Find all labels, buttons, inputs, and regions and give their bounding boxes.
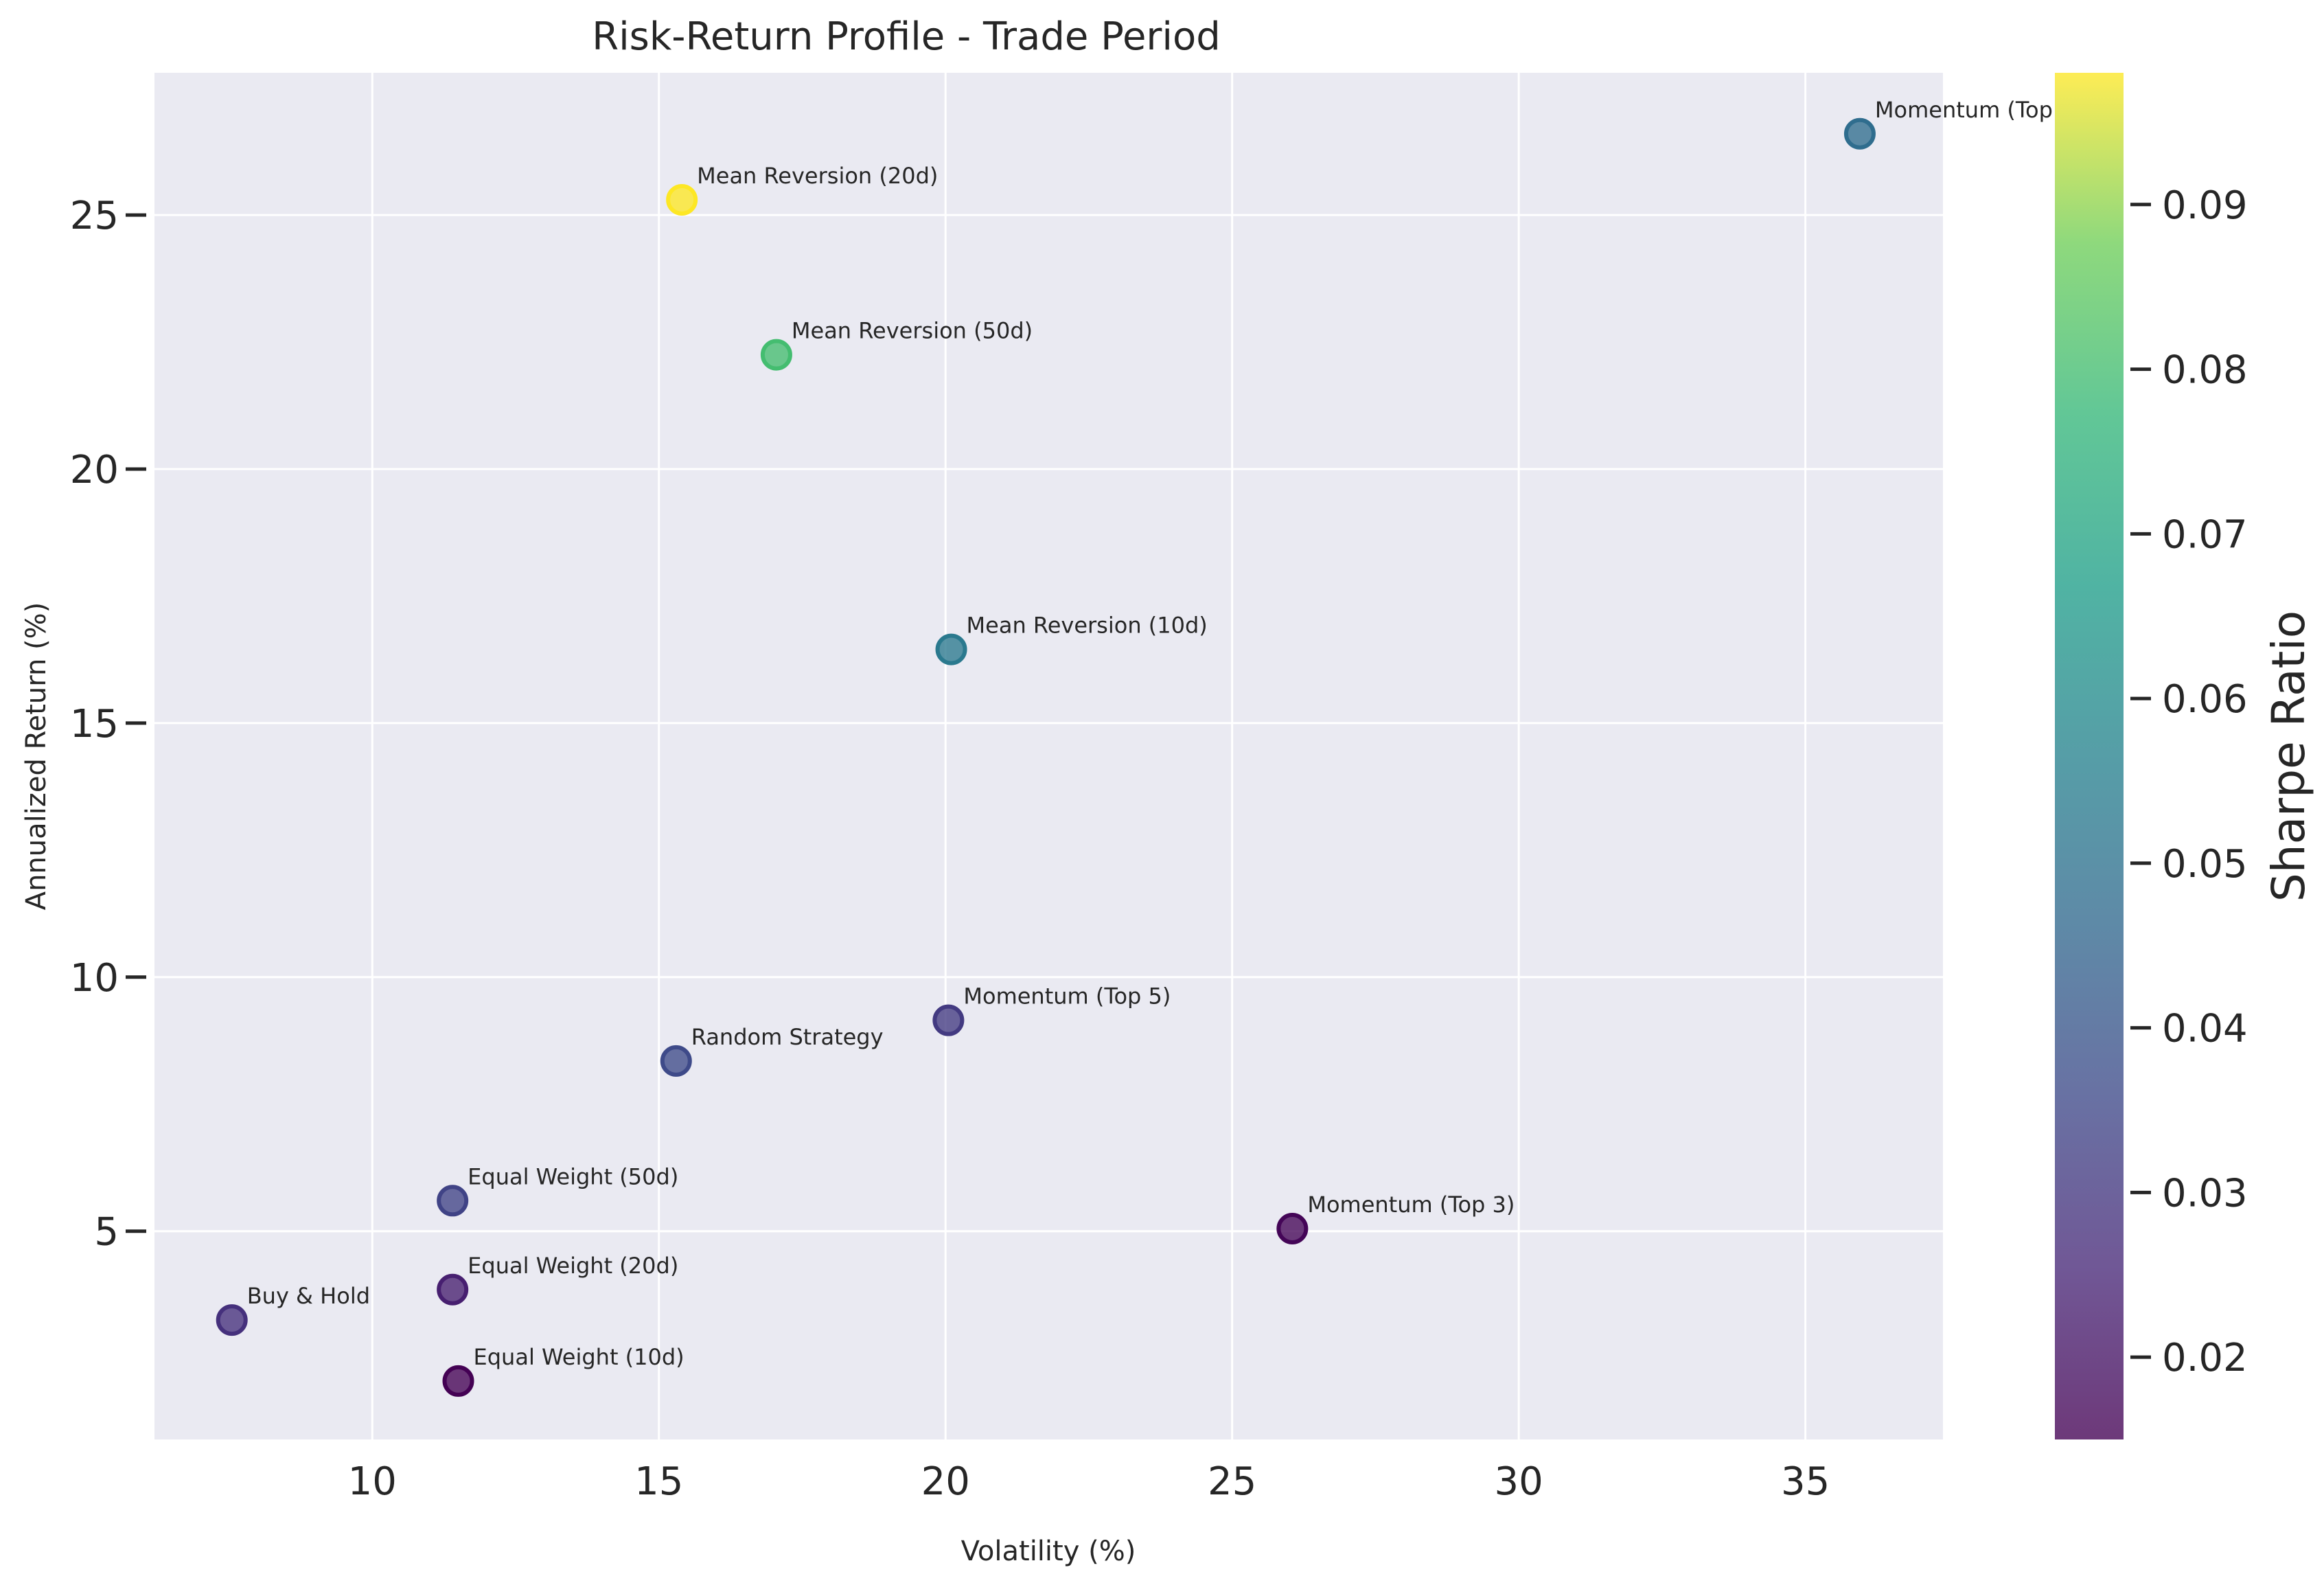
data-point [760, 339, 792, 371]
x-axis-ticks: 10 15 20 25 30 35 [348, 1459, 1830, 1504]
x-tick-label: 15 [634, 1459, 683, 1504]
data-point [932, 1004, 965, 1036]
point-label: Momentum (Top [1875, 97, 2053, 123]
colorbar-tick-label: 0.06 [2162, 677, 2248, 722]
colorbar-label: Sharpe Ratio [2262, 611, 2315, 902]
x-tick-label: 10 [348, 1459, 397, 1504]
y-tick-label: 5 [94, 1210, 119, 1255]
colorbar-tick-label: 0.05 [2162, 842, 2248, 887]
data-point [437, 1273, 469, 1306]
point-label: Equal Weight (20d) [468, 1253, 678, 1279]
point-label: Buy & Hold [247, 1283, 370, 1309]
y-tick-label: 25 [70, 194, 119, 238]
x-tick-label: 30 [1495, 1459, 1543, 1504]
data-point [442, 1365, 474, 1397]
x-tick-label: 25 [1208, 1459, 1256, 1504]
x-axis-label: Volatility (%) [961, 1536, 1136, 1567]
point-label: Mean Reversion (10d) [967, 613, 1208, 639]
colorbar-tick-label: 0.03 [2162, 1171, 2248, 1216]
colorbar [2055, 73, 2124, 1439]
point-label: Momentum (Top 5) [963, 983, 1171, 1010]
y-tick-label: 20 [70, 448, 119, 492]
grid-lines [154, 73, 1943, 1439]
colorbar-tick-label: 0.04 [2162, 1007, 2248, 1051]
point-label: Equal Weight (50d) [468, 1163, 678, 1189]
point-label: Mean Reversion (50d) [792, 318, 1033, 344]
colorbar-tick-label: 0.02 [2162, 1336, 2248, 1380]
point-label: Mean Reversion (20d) [697, 163, 938, 189]
point-label: Equal Weight (10d) [474, 1344, 684, 1370]
data-point [660, 1045, 692, 1077]
data-point [437, 1185, 469, 1217]
colorbar-tick-label: 0.09 [2162, 183, 2248, 228]
point-label: Momentum (Top 3) [1307, 1192, 1515, 1218]
point-labels: Momentum (Top Mean Reversion (20d) Mean Re… [247, 97, 2053, 1370]
plot-area [154, 73, 1943, 1439]
data-point [216, 1304, 248, 1336]
data-points [216, 117, 1876, 1397]
y-tick-label: 10 [70, 956, 119, 1001]
point-label: Random Strategy [691, 1024, 884, 1050]
data-point [1276, 1212, 1309, 1244]
y-axis-ticks: 5 10 15 20 25 [70, 194, 146, 1255]
x-tick-label: 35 [1781, 1459, 1830, 1504]
colorbar-tick-label: 0.07 [2162, 512, 2248, 557]
data-point [935, 633, 967, 665]
y-tick-label: 15 [70, 702, 119, 747]
data-point [666, 183, 698, 216]
colorbar-ticks: 0.02 0.03 0.04 0.05 0.06 0.07 0.08 0.09 [2130, 183, 2248, 1380]
data-point [1843, 117, 1876, 150]
chart-title: Risk-Return Profile - Trade Period [592, 14, 1221, 59]
x-tick-label: 20 [921, 1459, 970, 1504]
y-axis-label: Annualized Return (%) [21, 602, 52, 911]
colorbar-tick-label: 0.08 [2162, 348, 2248, 393]
